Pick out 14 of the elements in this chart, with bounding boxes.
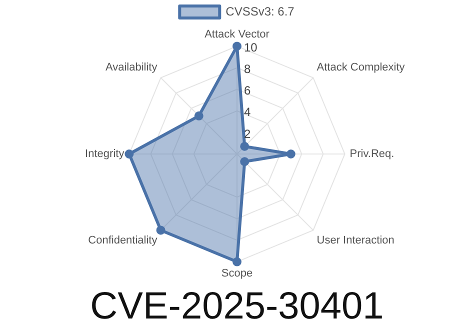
spoke-label: Priv.Req. bbox=[350, 148, 394, 160]
y-tick-label: 8 bbox=[244, 62, 251, 76]
y-tick-label: 4 bbox=[244, 105, 251, 120]
y-tick-label: 6 bbox=[244, 84, 251, 98]
y-tick-label: 10 bbox=[244, 40, 258, 55]
spoke-label: Scope bbox=[221, 267, 253, 280]
spoke-label: Attack Vector bbox=[204, 28, 270, 41]
text: CVE-2025-30401 bbox=[90, 286, 384, 328]
spoke-label: Integrity bbox=[85, 148, 125, 160]
legend-label: CVSSv3: 6.7 bbox=[226, 4, 295, 18]
spoke-label: Confidentiality bbox=[88, 234, 158, 246]
spoke-label: User Interaction bbox=[316, 234, 394, 246]
spoke-label: Availability bbox=[105, 62, 158, 74]
spoke-label: Attack Complexity bbox=[316, 62, 406, 74]
